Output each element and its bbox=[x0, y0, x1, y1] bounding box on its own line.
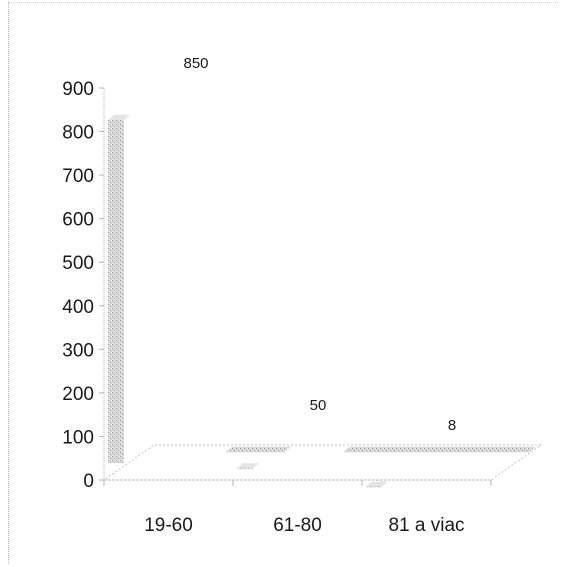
bar-front-face bbox=[108, 119, 124, 464]
y-tick-label: 0 bbox=[83, 471, 94, 492]
y-tick-label: 500 bbox=[62, 253, 94, 274]
data-label-81-a-viac: 8 bbox=[448, 417, 456, 434]
chart-labels: 0 100 200 300 400 500 600 700 800 900 850 50 8 19-60 6… bbox=[62, 55, 464, 536]
bar-front-face bbox=[366, 486, 382, 488]
y-tick-label: 100 bbox=[62, 427, 94, 448]
x-category-label: 61-80 bbox=[273, 515, 322, 536]
bar-top-face bbox=[108, 114, 130, 120]
data-label-61-80: 50 bbox=[310, 397, 327, 414]
chart-frame bbox=[8, 2, 558, 564]
x-category-label: 81 a viac bbox=[388, 515, 464, 536]
y-tick-label: 200 bbox=[62, 384, 94, 405]
bar-19-60 bbox=[108, 114, 130, 464]
bar-61-80 bbox=[237, 463, 259, 470]
data-label-19-60: 850 bbox=[183, 55, 208, 72]
y-tick-label: 600 bbox=[62, 210, 94, 231]
chart-axes bbox=[99, 87, 492, 486]
x-category-label: 19-60 bbox=[144, 515, 193, 536]
bar-top-face bbox=[366, 481, 388, 487]
bar-front-face bbox=[237, 468, 253, 470]
bar-top-face bbox=[237, 463, 259, 469]
y-tick-label: 800 bbox=[62, 123, 94, 144]
y-tick-label: 300 bbox=[62, 340, 94, 361]
bar-ledge-0 bbox=[225, 446, 291, 453]
y-tick-label: 700 bbox=[62, 166, 94, 187]
bar-ledge-1 bbox=[343, 446, 536, 453]
y-tick-label: 400 bbox=[62, 297, 94, 318]
chart-bars bbox=[108, 114, 536, 488]
y-tick-label: 900 bbox=[62, 79, 94, 100]
bar-81-a-viac bbox=[366, 481, 388, 488]
